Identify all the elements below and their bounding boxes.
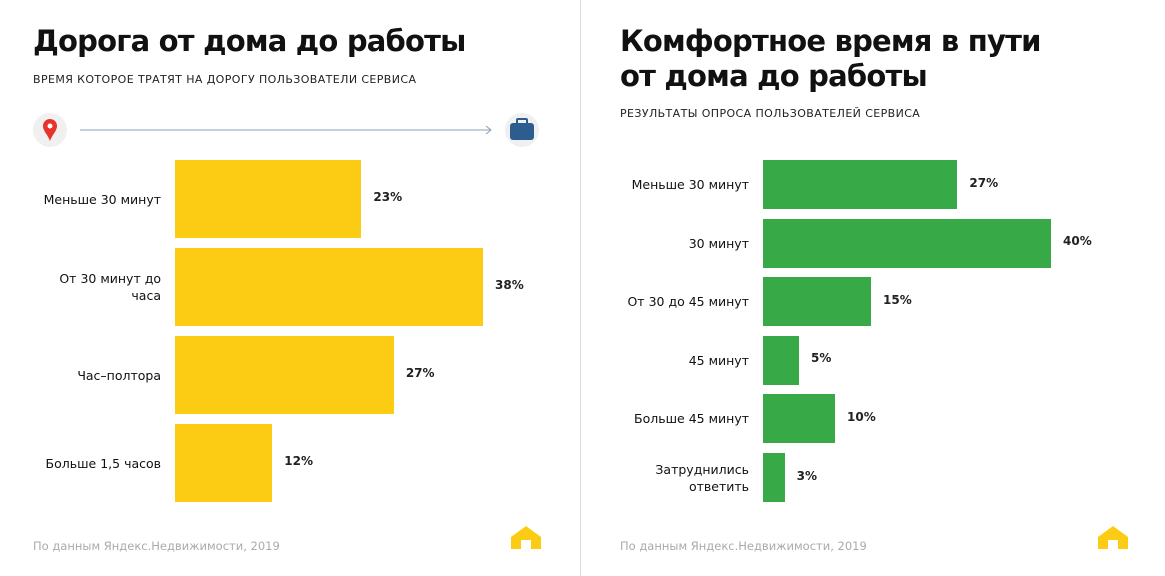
- bar: [175, 248, 483, 326]
- pin-dot: [47, 123, 53, 129]
- category-label: Затруднились ответить: [655, 461, 749, 494]
- value-label: 3%: [796, 468, 817, 483]
- bar: [175, 160, 362, 238]
- category-label: Больше 1,5 часов: [45, 455, 161, 471]
- bar: [763, 160, 958, 209]
- chart-title: Дорога от дома до работы: [33, 24, 466, 58]
- chart-subtitle: РЕЗУЛЬТАТЫ ОПРОСА ПОЛЬЗОВАТЕЛЕЙ СЕРВИСА: [620, 107, 921, 120]
- category-label: 45 минут: [688, 352, 749, 368]
- bar: [175, 424, 273, 502]
- value-label: 12%: [284, 454, 313, 468]
- chart-subtitle: ВРЕМЯ КОТОРОЕ ТРАТЯТ НА ДОРОГУ ПОЛЬЗОВАТ…: [33, 73, 417, 86]
- source-note: По данным Яндекс.Недвижимости, 2019: [620, 539, 867, 553]
- value-label: 5%: [811, 351, 832, 366]
- bar: [763, 277, 871, 327]
- bar: [763, 394, 835, 444]
- chart-title: Комфортное время в пути от дома до работ…: [620, 24, 1041, 93]
- category-label: Больше 45 минут: [634, 411, 749, 427]
- bar: [763, 453, 785, 502]
- logo: [1098, 526, 1128, 549]
- category-label: От 30 до 45 минут: [627, 294, 749, 310]
- value-label: 15%: [883, 292, 912, 307]
- route-arrow: [485, 125, 492, 135]
- category-label: Меньше 30 минут: [631, 177, 749, 192]
- value-label: 27%: [969, 175, 999, 190]
- value-label: 38%: [495, 278, 524, 292]
- category-label: От 30 минут до часа: [59, 271, 161, 303]
- category-label: Час–полтора: [77, 367, 161, 383]
- divider: [580, 0, 581, 576]
- value-label: 10%: [847, 409, 876, 424]
- value-label: 27%: [405, 366, 435, 380]
- value-label: 40%: [1063, 234, 1092, 249]
- case-icon: [510, 123, 534, 140]
- value-label: 23%: [373, 190, 403, 204]
- bar: [175, 336, 394, 414]
- category-label: Меньше 30 минут: [43, 191, 161, 207]
- logo: [511, 526, 541, 549]
- category-label: 30 минут: [688, 235, 749, 251]
- bar: [763, 335, 799, 385]
- case-handle: [516, 118, 528, 125]
- pin-icon: [43, 119, 57, 141]
- source-note: По данным Яндекс.Недвижимости, 2019: [33, 539, 280, 553]
- bar: [763, 218, 1051, 268]
